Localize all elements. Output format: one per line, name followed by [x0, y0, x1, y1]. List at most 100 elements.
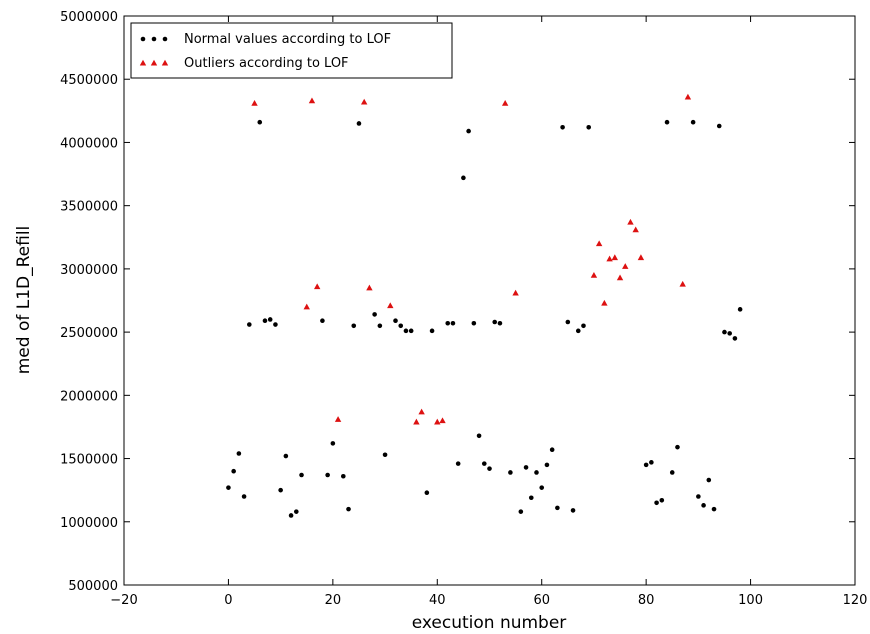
outlier-point: [251, 100, 258, 106]
legend-marker-outlier: [150, 59, 158, 66]
legend-marker-outlier: [139, 59, 147, 66]
outlier-point: [637, 254, 645, 261]
outlier-point: [308, 97, 316, 104]
outlier-point: [616, 274, 624, 281]
normal-point: [727, 331, 732, 336]
normal-point: [549, 447, 555, 453]
normal-point: [320, 318, 325, 324]
outlier-point: [501, 100, 509, 106]
normal-point: [706, 477, 712, 483]
normal-point: [528, 495, 534, 501]
normal-point: [356, 121, 362, 126]
normal-point: [283, 453, 289, 459]
normal-point: [278, 487, 283, 493]
normal-point: [341, 473, 346, 479]
normal-point: [649, 460, 654, 465]
outlier-point: [434, 418, 441, 425]
outlier-point: [632, 226, 639, 233]
outlier-point: [387, 302, 394, 309]
normal-point: [701, 503, 706, 508]
normal-point: [696, 494, 701, 499]
y-tick-label: 2000000: [60, 389, 118, 404]
normal-point: [711, 506, 717, 512]
x-tick-label: 0: [224, 593, 232, 608]
outlier-point: [627, 218, 634, 225]
normal-point: [575, 328, 581, 334]
normal-point: [294, 509, 299, 514]
normal-point: [241, 494, 247, 499]
normal-point: [330, 441, 336, 446]
x-tick-label: 80: [638, 593, 655, 608]
outlier-point: [679, 280, 686, 287]
normal-point: [732, 336, 738, 341]
normal-point: [382, 452, 388, 458]
legend-marker-normal: [140, 36, 146, 42]
legend-marker-outlier: [161, 59, 169, 66]
y-axis-label: med of L1D_Refill: [14, 226, 34, 375]
outlier-point: [439, 417, 446, 424]
outlier-point: [622, 263, 629, 269]
legend-box: [130, 22, 453, 79]
normal-point: [262, 318, 268, 324]
normal-point: [664, 119, 670, 125]
y-tick-label: 2500000: [60, 326, 118, 341]
normal-point: [581, 323, 586, 329]
outlier-point: [413, 418, 420, 425]
normal-point: [408, 328, 414, 334]
normal-point: [654, 500, 659, 506]
outlier-point: [611, 254, 619, 261]
y-tick-label: 3500000: [60, 200, 118, 215]
normal-point: [570, 508, 576, 513]
y-axis-ticks: 500000 1000000 1500000 2000000 2500000 300000…: [60, 10, 855, 594]
data-marks: [226, 93, 743, 518]
legend-marker-normal: [162, 36, 168, 42]
normal-point: [455, 461, 461, 466]
x-tick-label: 60: [533, 593, 550, 608]
normal-point: [586, 124, 592, 130]
legend-label-outliers: Outliers according to LOF: [184, 56, 349, 71]
normal-point: [461, 175, 466, 181]
normal-point: [257, 119, 263, 125]
outlier-point: [684, 93, 692, 100]
x-tick-label: 40: [429, 593, 446, 608]
normal-point: [544, 462, 550, 468]
outlier-point: [366, 284, 373, 291]
x-tick-label: 120: [843, 593, 868, 608]
normal-point: [675, 444, 680, 450]
normal-point: [267, 317, 273, 322]
legend-marker-normal: [151, 36, 157, 42]
x-tick-label: −20: [110, 593, 137, 608]
y-tick-label: 5000000: [60, 10, 118, 25]
y-tick-label: 500000: [68, 579, 118, 594]
outlier-point: [512, 289, 519, 296]
normal-point: [398, 323, 404, 329]
normal-point: [555, 505, 560, 511]
outlier-point: [601, 299, 608, 306]
normal-point: [429, 328, 435, 334]
normal-point: [497, 320, 503, 326]
legend: Normal values according to LOF Outliers …: [130, 22, 453, 79]
normal-point: [518, 509, 524, 514]
outlier-point: [606, 255, 613, 262]
normal-point: [508, 470, 513, 475]
normal-point: [424, 490, 430, 495]
normal-point: [481, 461, 487, 466]
normal-point: [247, 322, 252, 327]
outlier-point: [334, 416, 342, 422]
normal-point: [659, 497, 665, 503]
outlier-point: [590, 272, 598, 278]
y-tick-label: 4500000: [60, 73, 118, 88]
normal-point: [403, 328, 409, 334]
legend-markers: [139, 36, 169, 66]
normal-point: [539, 485, 545, 490]
normal-point: [445, 320, 451, 326]
x-axis-ticks: −20 0 20 40 60 80 100 120: [110, 16, 867, 608]
normal-point: [372, 312, 377, 317]
plot-frame: [123, 15, 856, 586]
x-tick-label: 20: [325, 593, 342, 608]
normal-point: [737, 307, 743, 312]
normal-point: [466, 128, 471, 134]
normal-point: [716, 123, 722, 129]
normal-point: [722, 329, 727, 335]
